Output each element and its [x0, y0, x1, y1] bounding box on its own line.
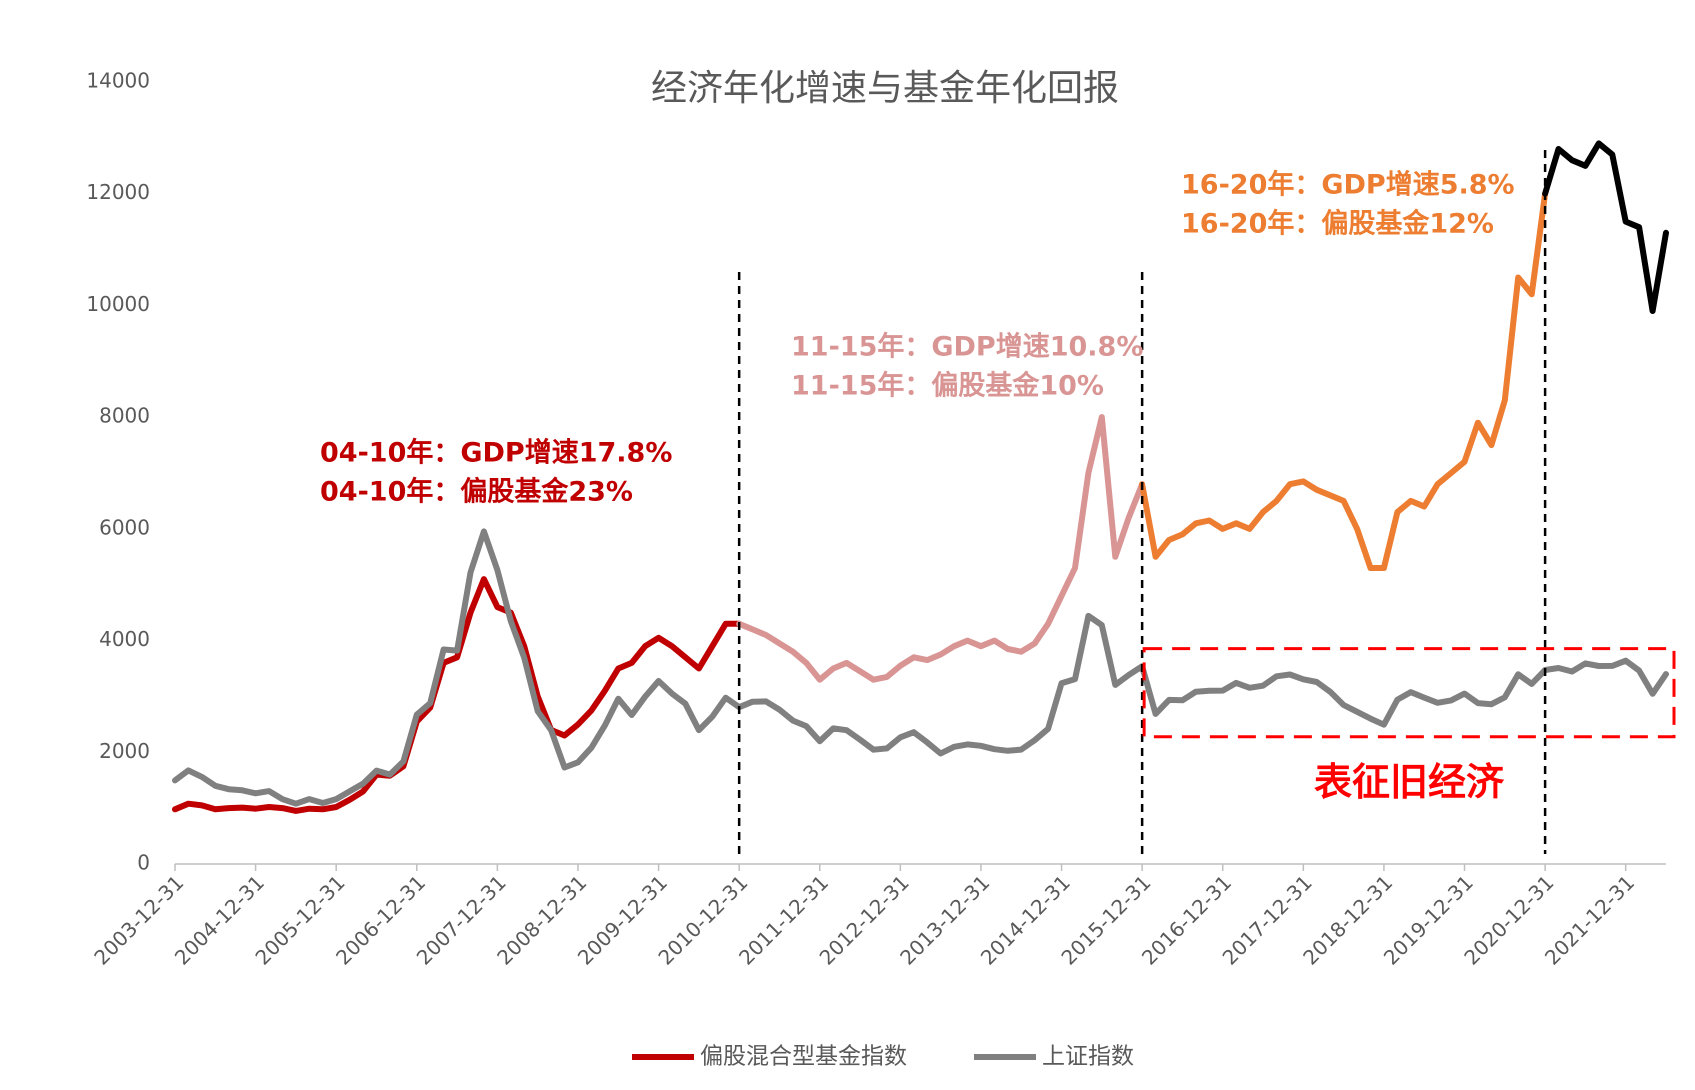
y-tick-label: 0	[137, 851, 150, 875]
y-tick-label: 6000	[99, 515, 150, 539]
highlight-box	[1142, 647, 1676, 739]
legend-label: 偏股混合型基金指数	[700, 1044, 907, 1070]
annotation: 16-20年：GDP增速5.8%	[1181, 169, 1515, 201]
chart-title: 经济年化增速与基金年化回报	[651, 68, 1119, 109]
legend-label: 上证指数	[1042, 1044, 1134, 1070]
line-segment	[736, 414, 1146, 683]
y-tick-label: 2000	[99, 739, 150, 763]
annotation: 04-10年：GDP增速17.8%	[320, 437, 672, 469]
y-tick-label: 10000	[86, 292, 150, 316]
line-segment	[1139, 190, 1549, 571]
box-label: 表征旧经济	[1314, 760, 1505, 804]
line-segment	[1542, 140, 1669, 314]
annotation: 11-15年：GDP增速10.8%	[791, 331, 1143, 363]
annotation: 16-20年：偏股基金12%	[1181, 208, 1494, 240]
annotation: 04-10年：偏股基金23%	[320, 476, 633, 508]
annotation: 11-15年：偏股基金10%	[791, 370, 1104, 402]
line	[172, 528, 1669, 807]
y-tick-label: 14000	[86, 69, 150, 93]
y-tick-label: 12000	[86, 180, 150, 204]
y-tick-label: 4000	[99, 627, 150, 651]
y-tick-label: 8000	[99, 404, 150, 428]
line-segment	[172, 576, 743, 814]
